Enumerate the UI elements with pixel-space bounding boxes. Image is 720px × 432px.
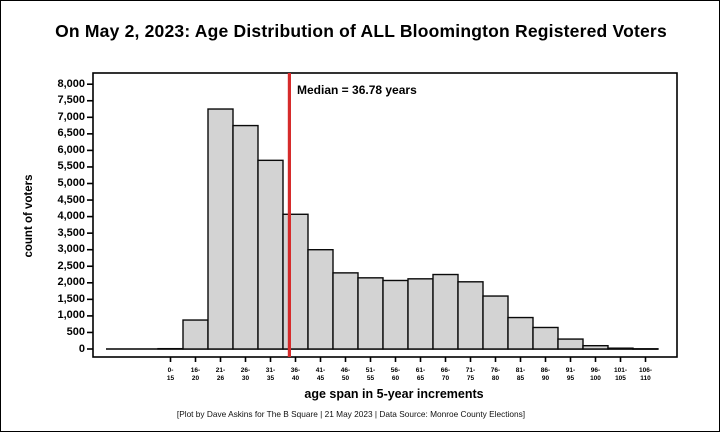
x-tick-label: 31- 35 (265, 367, 276, 382)
x-tick-label: 66- 70 (440, 367, 451, 382)
y-tick-label: 500 (66, 325, 85, 338)
x-tick-label: 101- 105 (613, 367, 627, 382)
bar-36-40 (282, 213, 309, 350)
x-tick-label: 106- 110 (638, 367, 652, 382)
y-tick-label: 6,000 (57, 143, 85, 156)
y-tick-label: 3,500 (57, 226, 85, 239)
credit-caption: [Plot by Dave Askins for The B Square | … (176, 409, 526, 419)
x-tick-label: 36- 40 (290, 367, 301, 382)
x-tick-label: 91- 95 (565, 367, 576, 382)
bar-101-105 (607, 347, 634, 350)
y-tick-label: 5,500 (57, 160, 85, 173)
x-tick-label: 61- 65 (415, 367, 426, 382)
y-tick-label: 3,000 (57, 243, 85, 256)
y-tick-label: 6,500 (57, 127, 85, 140)
median-annotation: Median = 36.78 years (297, 83, 417, 97)
bar-76-80 (482, 295, 509, 350)
y-tick-label: 7,000 (57, 110, 85, 123)
x-axis-title: age span in 5-year increments (304, 387, 484, 401)
y-tick-label: 1,000 (57, 309, 85, 322)
y-tick-label: 4,000 (57, 210, 85, 223)
x-tick-label: 86- 90 (540, 367, 551, 382)
bar-56-60 (382, 279, 409, 350)
bar-81-85 (507, 316, 534, 350)
bar-16-20 (182, 319, 209, 350)
bar-61-65 (407, 278, 434, 350)
x-tick-label: 21- 26 (215, 367, 226, 382)
bar-46-50 (332, 272, 359, 350)
x-tick-label: 0- 15 (166, 367, 175, 382)
bar-31-35 (257, 159, 284, 350)
x-tick-label: 56- 60 (390, 367, 401, 382)
x-tick-label: 76- 80 (490, 367, 501, 382)
y-tick-label: 5,000 (57, 177, 85, 189)
y-tick-label: 2,500 (57, 259, 85, 272)
chart-title: On May 2, 2023: Age Distribution of ALL … (55, 21, 667, 41)
bar-26-30 (232, 124, 259, 350)
y-tick-label: 1,500 (57, 292, 85, 305)
bar-86-90 (532, 326, 559, 350)
plot-box (92, 72, 678, 358)
bar-91-95 (557, 338, 584, 350)
x-tick-label: 26- 30 (240, 367, 251, 382)
y-tick-label: 8,000 (57, 77, 85, 90)
x-tick-label: 46- 50 (340, 367, 351, 382)
bar-66-70 (432, 273, 459, 350)
bar-41-45 (307, 248, 334, 350)
y-tick-label: 0 (78, 342, 85, 355)
bar-21-26 (207, 108, 234, 350)
x-tick-label: 41- 45 (315, 367, 326, 382)
x-tick-label: 96- 100 (590, 367, 601, 382)
bar-51-55 (357, 277, 384, 350)
x-tick-label: 81- 85 (515, 367, 526, 382)
x-tick-label: 71- 75 (465, 367, 476, 382)
x-tick-label: 51- 55 (365, 367, 376, 382)
bar-96-100 (582, 344, 609, 350)
x-tick-label: 16- 20 (190, 367, 201, 382)
bar-71-75 (457, 281, 484, 350)
y-tick-label: 4,500 (57, 193, 85, 206)
y-tick-label: 2,000 (57, 276, 85, 289)
y-tick-label: 7,500 (57, 94, 85, 107)
